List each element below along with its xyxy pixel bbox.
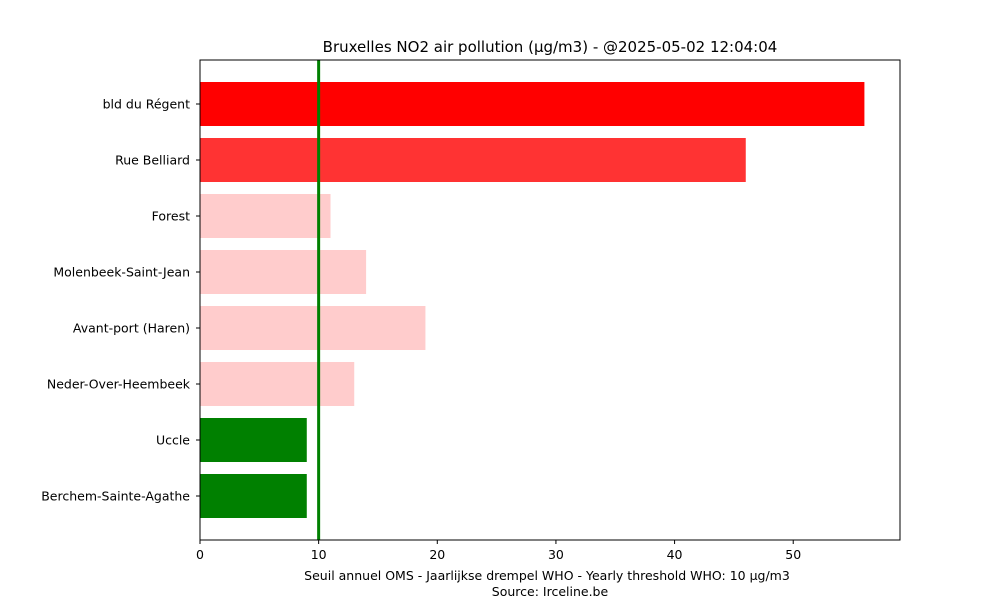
x-tick-label-4: 40: [667, 547, 683, 562]
plot-frame: [199, 59, 901, 541]
y-tick-label-7: Berchem-Sainte-Agathe: [41, 489, 190, 504]
y-tick-label-3: Molenbeek-Saint-Jean: [53, 265, 190, 280]
bars-group: [200, 82, 865, 518]
bar-2: [200, 194, 331, 238]
bar-7: [200, 474, 307, 518]
bar-6: [200, 418, 307, 462]
source-label: Source: Irceline.be: [492, 584, 609, 599]
y-tick-label-4: Avant-port (Haren): [73, 321, 190, 336]
x-tick-label-1: 10: [311, 547, 327, 562]
y-axis-ticks: bld du Régent Rue Belliard Forest Molenbeek…: [41, 97, 200, 504]
bar-0: [200, 82, 865, 126]
x-tick-label-3: 30: [548, 547, 564, 562]
bar-5: [200, 362, 355, 406]
x-tick-label-0: 0: [196, 547, 204, 562]
bar-3: [200, 250, 367, 294]
chart-title: Bruxelles NO2 air pollution (µg/m3) - @2…: [323, 38, 778, 56]
y-tick-label-0: bld du Régent: [103, 97, 191, 112]
x-tick-label-2: 20: [429, 547, 445, 562]
x-tick-label-5: 50: [785, 547, 801, 562]
x-axis-ticks: 0 10 20 30 40 50: [196, 540, 801, 562]
y-tick-label-6: Uccle: [156, 433, 190, 448]
y-tick-label-2: Forest: [152, 209, 190, 224]
bar-4: [200, 306, 426, 350]
bar-1: [200, 138, 746, 182]
y-tick-label-1: Rue Belliard: [115, 153, 190, 168]
x-axis-label: Seuil annuel OMS - Jaarlijkse drempel WH…: [304, 568, 790, 583]
y-tick-label-5: Neder-Over-Heembeek: [47, 377, 191, 392]
